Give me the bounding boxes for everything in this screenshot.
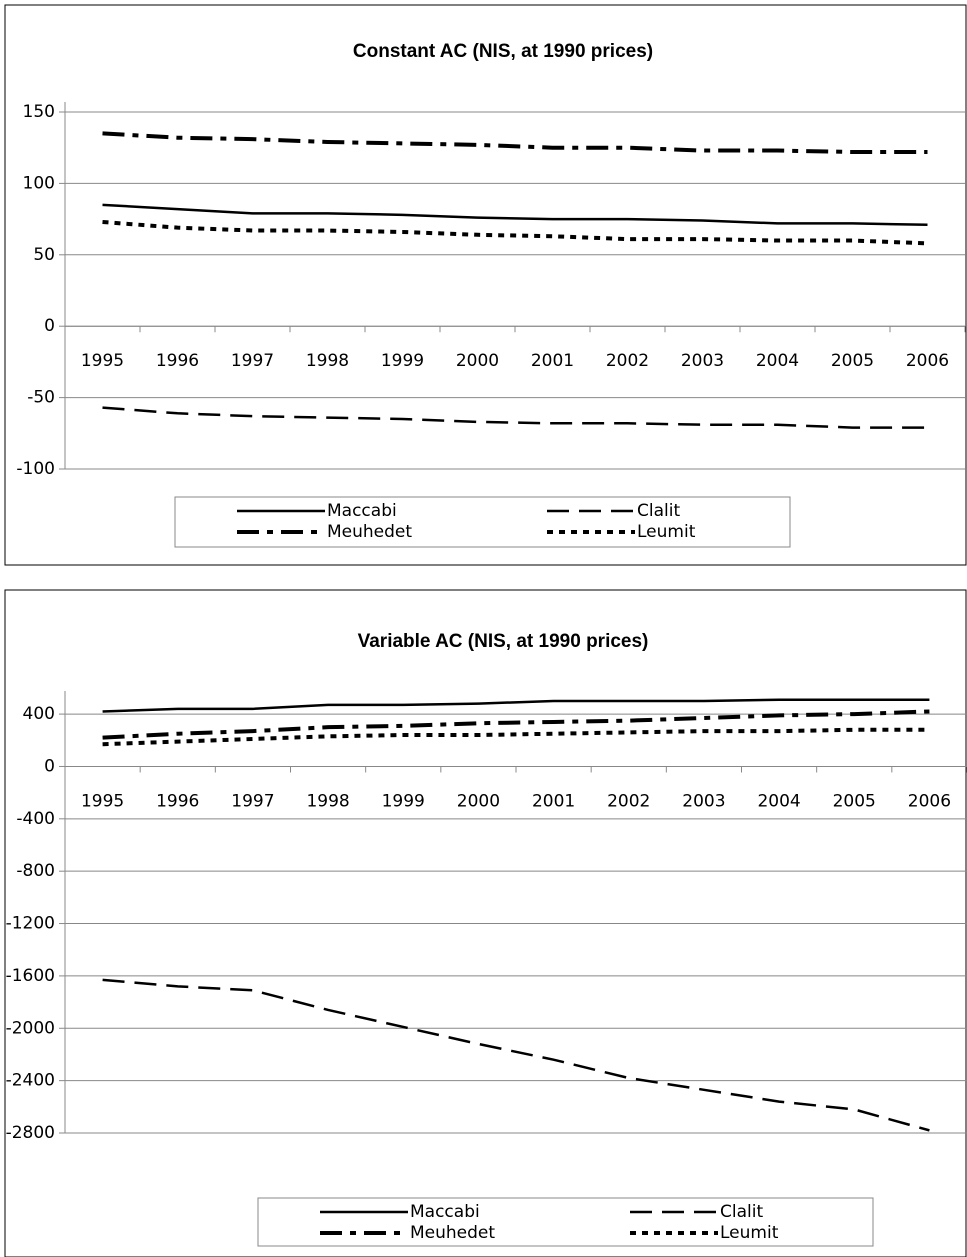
legend-label: Leumit <box>720 1223 779 1243</box>
x-tick-label: 2000 <box>456 351 499 371</box>
x-tick-label: 2006 <box>906 351 949 371</box>
legend-label: Meuhedet <box>410 1223 495 1243</box>
y-tick-label: 50 <box>33 245 55 265</box>
x-tick-label: 2002 <box>606 351 649 371</box>
x-tick-label: 1998 <box>306 791 349 811</box>
x-tick-label: 1997 <box>231 351 274 371</box>
x-tick-label: 2004 <box>756 351 799 371</box>
legend-label: Meuhedet <box>327 522 412 542</box>
series-line <box>102 203 928 227</box>
x-tick-label: 1997 <box>231 791 274 811</box>
x-tick-label: 2000 <box>457 791 500 811</box>
x-tick-label: 2004 <box>757 791 800 811</box>
x-tick-label: 1998 <box>306 351 349 371</box>
y-tick-label: -2800 <box>6 1123 55 1143</box>
y-tick-label: -50 <box>27 388 55 408</box>
series-line <box>102 219 928 246</box>
x-tick-label: 2001 <box>532 791 575 811</box>
x-tick-label: 2005 <box>833 791 876 811</box>
chart-title: Constant AC (NIS, at 1990 prices) <box>353 41 653 62</box>
y-tick-label: -100 <box>16 459 55 479</box>
legend-box <box>257 1197 874 1247</box>
x-tick-label: 1996 <box>156 791 199 811</box>
chart-frame <box>4 4 967 566</box>
x-tick-label: 2005 <box>831 351 874 371</box>
x-tick-label: 2003 <box>681 351 724 371</box>
series-line <box>102 727 930 747</box>
legend-box <box>174 496 791 548</box>
x-tick-label: 1996 <box>156 351 199 371</box>
y-tick-label: 0 <box>44 316 55 336</box>
series-line <box>102 131 928 154</box>
x-tick-label: 1999 <box>382 791 425 811</box>
x-tick-label: 2001 <box>531 351 574 371</box>
x-tick-label: 2002 <box>607 791 650 811</box>
y-tick-label: -1200 <box>6 914 55 934</box>
y-tick-label: -1600 <box>6 966 55 986</box>
x-tick-label: 1995 <box>81 791 124 811</box>
legend-label: Leumit <box>637 522 696 542</box>
y-tick-label: -2400 <box>6 1071 55 1091</box>
y-tick-label: 0 <box>44 756 55 776</box>
legend-label: Clalit <box>637 501 680 521</box>
y-tick-label: 150 <box>23 102 55 122</box>
series-line <box>102 978 930 1132</box>
series-line <box>102 709 930 740</box>
y-tick-label: -400 <box>16 809 55 829</box>
series-line <box>102 698 930 713</box>
x-tick-label: 1999 <box>381 351 424 371</box>
series-line <box>102 406 928 429</box>
x-tick-label: 2006 <box>908 791 951 811</box>
y-tick-label: 400 <box>23 704 55 724</box>
y-tick-label: -2000 <box>6 1018 55 1038</box>
x-tick-label: 2003 <box>682 791 725 811</box>
x-tick-label: 1995 <box>81 351 124 371</box>
legend-label: Maccabi <box>410 1202 480 1222</box>
legend-label: Maccabi <box>327 501 397 521</box>
legend-label: Clalit <box>720 1202 763 1222</box>
y-tick-label: -800 <box>16 861 55 881</box>
chart-title: Variable AC (NIS, at 1990 prices) <box>358 631 649 652</box>
y-tick-label: 100 <box>23 173 55 193</box>
